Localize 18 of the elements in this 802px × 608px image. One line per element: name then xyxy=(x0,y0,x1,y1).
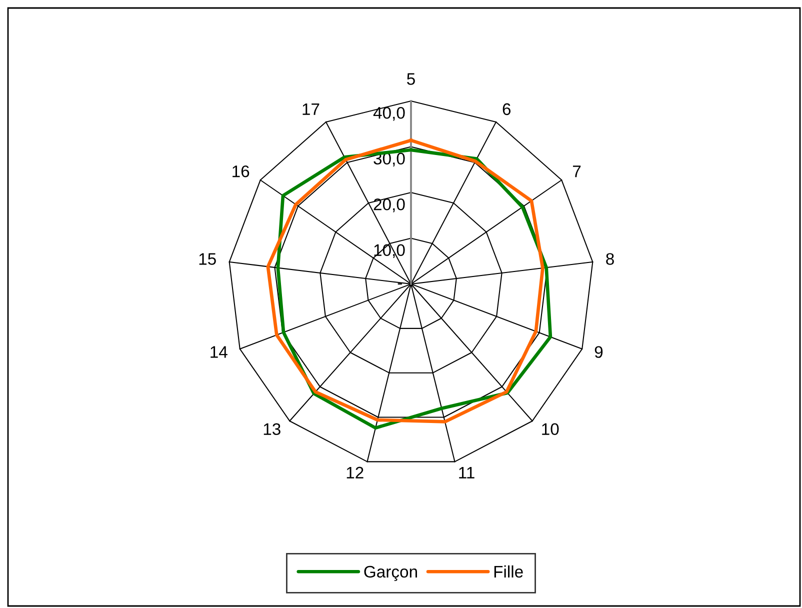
spoke-label: 12 xyxy=(346,466,364,478)
spoke-label: 5 xyxy=(407,73,415,85)
spoke-label: 13 xyxy=(264,423,280,436)
legend-label: Garçon xyxy=(364,566,417,581)
spoke-label: 6 xyxy=(502,103,511,116)
spoke-label: 17 xyxy=(302,103,320,115)
spoke-label: 16 xyxy=(232,165,250,178)
spoke-label: 14 xyxy=(210,346,228,358)
spoke-label: 8 xyxy=(606,253,614,265)
spoke-label: 11 xyxy=(459,466,474,478)
y-tick-label: - xyxy=(398,283,402,285)
legend-label: Fille xyxy=(494,565,523,578)
y-tick-label: 40,0 xyxy=(373,106,405,121)
spoke-label: 10 xyxy=(542,423,559,436)
y-tick-label: 20,0 xyxy=(374,198,405,212)
spoke-label: 15 xyxy=(199,253,216,265)
spoke-label: 9 xyxy=(594,346,603,358)
spoke-label: 7 xyxy=(573,166,581,178)
